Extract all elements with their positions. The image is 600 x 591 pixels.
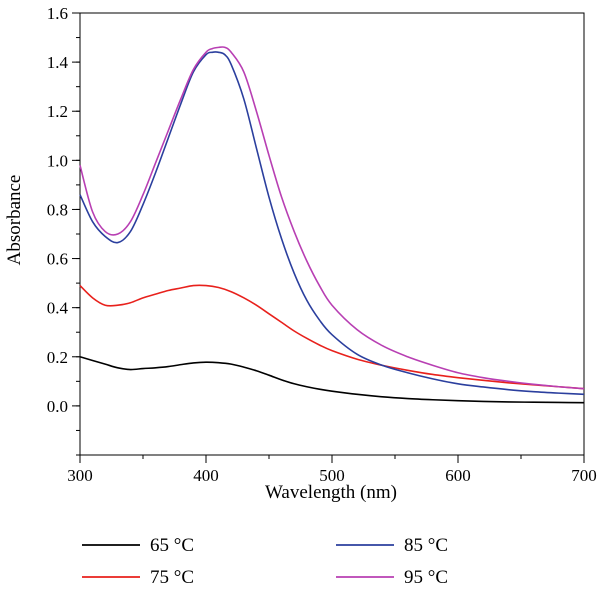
- y-tick-label: 0.8: [47, 200, 68, 219]
- series-line-4: [79, 46, 585, 390]
- plot-border: [79, 12, 585, 456]
- series-line-3: [79, 51, 585, 396]
- y-tick-label: 1.0: [47, 151, 68, 170]
- y-tick-label: 1.6: [47, 4, 68, 23]
- legend-label-4: 95 °C: [404, 567, 448, 588]
- legend-label-3: 85 °C: [404, 535, 448, 556]
- legend-label-1: 65 °C: [150, 535, 194, 556]
- x-axis-label: Wavelength (nm): [265, 482, 397, 503]
- y-tick-label: 0.4: [47, 299, 69, 318]
- series-line-1: [79, 356, 585, 404]
- plot-frame: [79, 12, 585, 456]
- y-axis: 0.0 0.2 0.4 0.6 0.8 1.0 1.2 1.4 1.6: [47, 4, 80, 456]
- series-lines: [79, 46, 585, 404]
- legend: 65 °C 75 °C 85 °C 95 °C: [82, 535, 448, 588]
- x-tick-label: 700: [571, 466, 597, 485]
- x-tick-label: 400: [193, 466, 219, 485]
- x-axis: 300 400 500 600 700: [67, 455, 597, 485]
- y-axis-label: Absorbance: [4, 175, 25, 266]
- legend-label-2: 75 °C: [150, 567, 194, 588]
- y-tick-label: 0.0: [47, 397, 68, 416]
- x-tick-label: 500: [319, 466, 345, 485]
- x-tick-label: 600: [445, 466, 471, 485]
- series-line-2: [79, 284, 585, 390]
- y-tick-label: 1.2: [47, 102, 68, 121]
- y-tick-label: 1.4: [47, 53, 69, 72]
- x-tick-label: 300: [67, 466, 93, 485]
- y-tick-label: 0.2: [47, 348, 68, 367]
- y-tick-label: 0.6: [47, 250, 68, 269]
